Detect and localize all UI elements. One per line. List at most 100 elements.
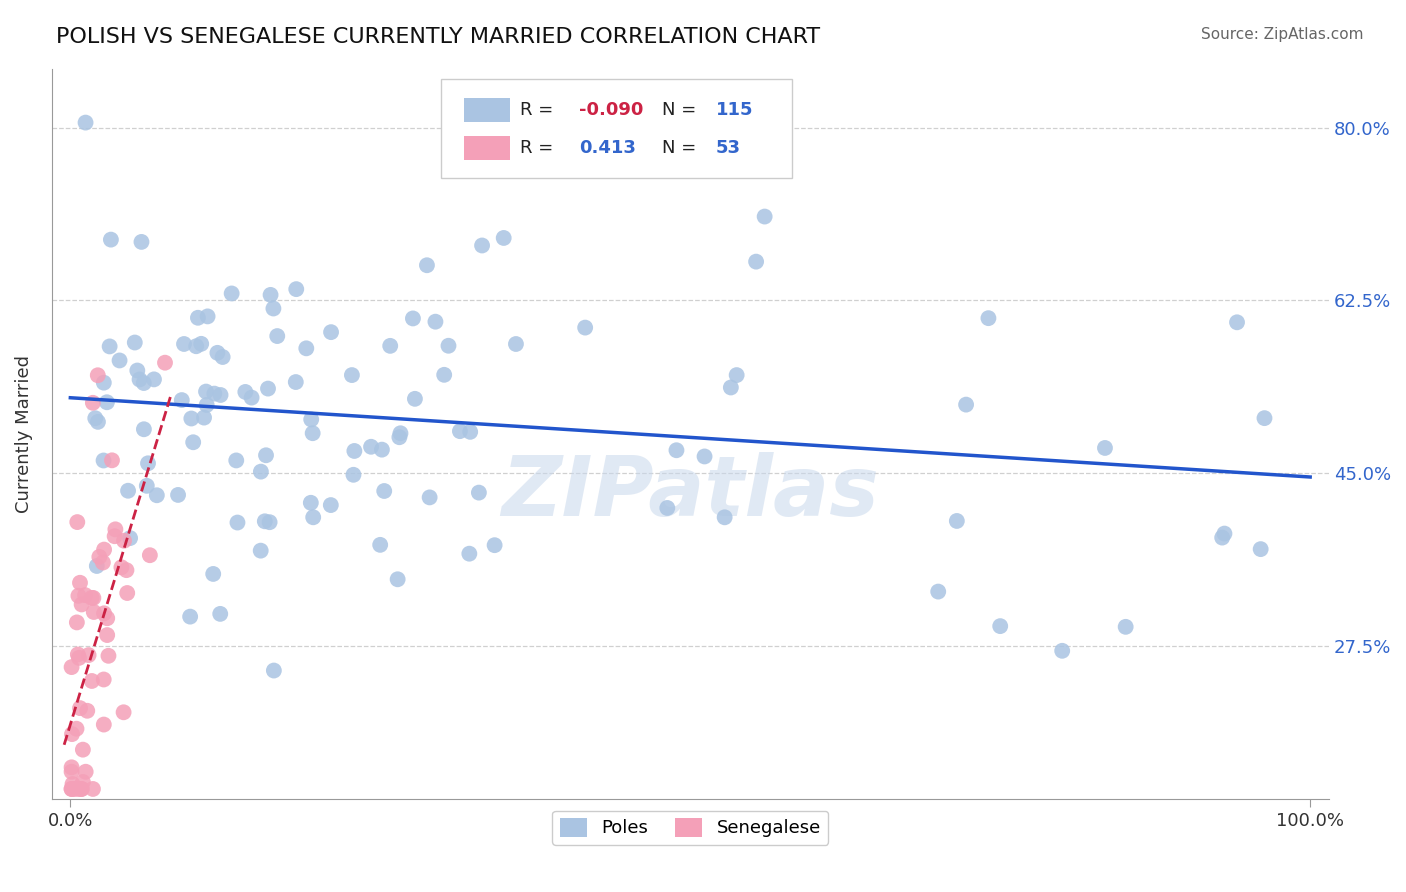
Point: [101, 453, 124, 467]
FancyBboxPatch shape: [464, 98, 510, 122]
Point: [319, 325, 342, 339]
Point: [60, 781, 83, 796]
Point: [284, 375, 307, 389]
Point: [193, 410, 215, 425]
FancyBboxPatch shape: [464, 136, 510, 160]
Point: [209, 388, 232, 402]
Point: [254, 448, 277, 462]
Point: [211, 350, 233, 364]
Point: [93, 376, 115, 390]
Y-axis label: Currently Married: Currently Married: [15, 355, 32, 513]
Point: [60, 781, 83, 796]
Point: [136, 456, 159, 470]
Point: [146, 488, 169, 502]
Point: [471, 238, 494, 252]
Text: Source: ZipAtlas.com: Source: ZipAtlas.com: [1201, 27, 1364, 42]
Point: [665, 443, 688, 458]
Point: [209, 607, 232, 621]
Point: [128, 372, 150, 386]
Point: [131, 235, 153, 249]
Point: [72, 742, 94, 756]
Point: [89, 549, 111, 564]
Point: [186, 339, 208, 353]
Point: [1250, 542, 1272, 557]
Point: [404, 392, 426, 406]
Point: [60, 760, 83, 774]
Point: [299, 496, 322, 510]
Text: ZIPatlas: ZIPatlas: [502, 451, 879, 533]
Point: [127, 363, 149, 377]
Point: [60, 764, 83, 779]
Point: [97, 648, 120, 663]
Point: [173, 337, 195, 351]
Point: [93, 607, 115, 621]
Point: [167, 488, 190, 502]
Point: [419, 491, 441, 505]
Point: [250, 465, 273, 479]
Text: -0.090: -0.090: [579, 101, 644, 120]
Point: [693, 450, 716, 464]
Point: [70, 781, 93, 796]
Point: [67, 589, 90, 603]
Point: [76, 704, 98, 718]
Point: [80, 673, 103, 688]
Legend: Poles, Senegalese: Poles, Senegalese: [553, 811, 828, 845]
Point: [132, 376, 155, 390]
Point: [96, 611, 118, 625]
Point: [153, 356, 176, 370]
Point: [62, 781, 84, 796]
Point: [988, 619, 1011, 633]
Point: [1226, 315, 1249, 329]
Point: [60, 727, 83, 741]
Text: 0.413: 0.413: [579, 139, 636, 157]
Text: POLISH VS SENEGALESE CURRENTLY MARRIED CORRELATION CHART: POLISH VS SENEGALESE CURRENTLY MARRIED C…: [56, 27, 820, 46]
Point: [285, 282, 308, 296]
Point: [301, 426, 323, 441]
Point: [98, 339, 121, 353]
Point: [93, 673, 115, 687]
Point: [143, 372, 166, 386]
Point: [449, 424, 471, 438]
Point: [70, 781, 93, 796]
Point: [135, 479, 157, 493]
Point: [91, 556, 114, 570]
Point: [195, 398, 218, 412]
Point: [115, 563, 138, 577]
Point: [75, 115, 97, 129]
Point: [360, 440, 382, 454]
Point: [93, 542, 115, 557]
Point: [180, 411, 202, 425]
Point: [946, 514, 969, 528]
Point: [402, 311, 425, 326]
Point: [927, 584, 949, 599]
Point: [387, 572, 409, 586]
Point: [253, 514, 276, 528]
Text: 53: 53: [716, 139, 741, 157]
Point: [104, 522, 127, 536]
Point: [955, 398, 977, 412]
Point: [139, 548, 162, 562]
Point: [181, 435, 204, 450]
Point: [112, 706, 135, 720]
Point: [93, 717, 115, 731]
Point: [82, 591, 104, 605]
Text: N =: N =: [662, 139, 696, 157]
Point: [87, 415, 110, 429]
Point: [65, 781, 87, 796]
Point: [425, 315, 447, 329]
Point: [170, 393, 193, 408]
Point: [221, 286, 243, 301]
Point: [120, 531, 142, 545]
Point: [259, 515, 281, 529]
Point: [108, 353, 131, 368]
Point: [373, 483, 395, 498]
Point: [84, 411, 107, 425]
Point: [124, 335, 146, 350]
Point: [262, 301, 284, 316]
Point: [75, 588, 97, 602]
Point: [225, 453, 247, 467]
Point: [96, 395, 118, 409]
Point: [187, 310, 209, 325]
Point: [319, 498, 342, 512]
Point: [82, 781, 104, 796]
